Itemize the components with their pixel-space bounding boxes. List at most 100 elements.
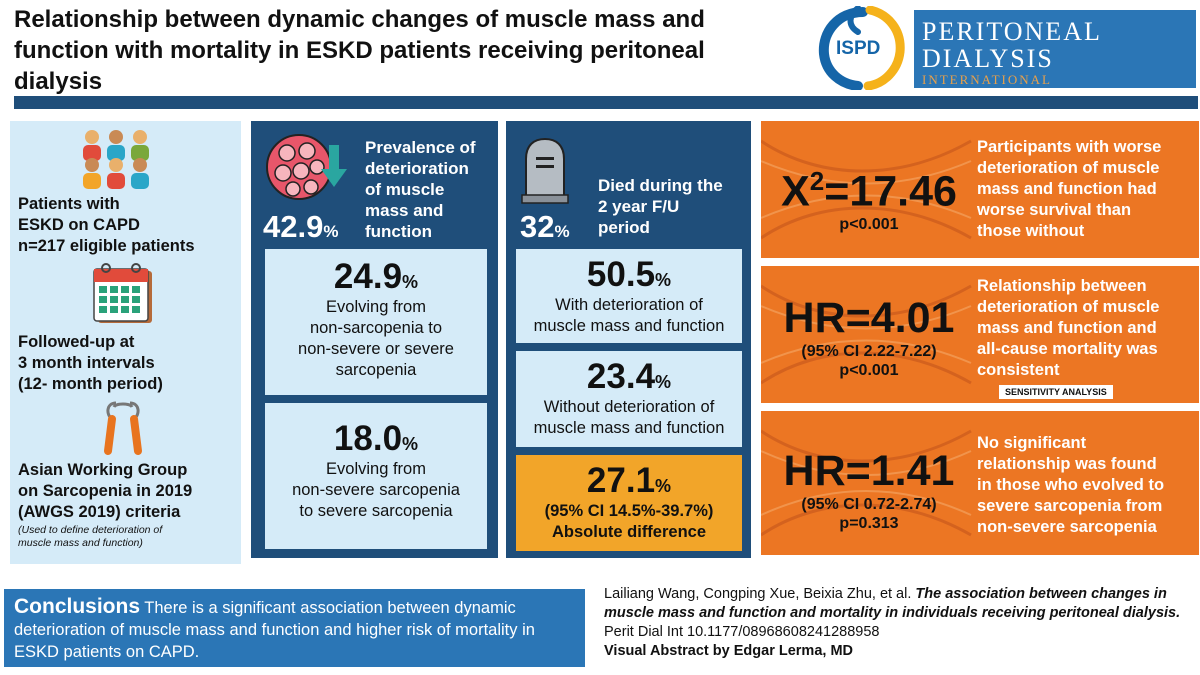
journal-line-1: PERITONEAL	[922, 17, 1102, 46]
muscle-decline-icon	[263, 131, 353, 208]
page-title: Relationship between dynamic changes of …	[14, 6, 705, 95]
followup-line-1: Followed-up at	[18, 333, 135, 351]
result-text-line: Relationship between	[977, 277, 1147, 295]
result-text-line: non-severe sarcopenia	[977, 518, 1157, 536]
stat-value: =17.46	[824, 167, 957, 216]
gravestone-icon	[520, 135, 570, 210]
methods-panel: Patients with ESKD on CAPD n=217 eligibl…	[10, 121, 241, 564]
result-text-line: worse survival than	[977, 201, 1132, 219]
followup-line-3: (12- month period)	[18, 375, 163, 393]
result-text-line: Participants with worse	[977, 138, 1162, 156]
prevalence-unit: %	[323, 222, 339, 241]
result-text-line: relationship was found	[977, 455, 1157, 473]
result-text-line: No significant	[977, 434, 1087, 452]
result-text-line: in those who evolved to	[977, 476, 1165, 494]
result-text-line: deterioration of muscle	[977, 298, 1160, 316]
journal-logo: ISPD PERITONEAL DIALYSIS INTERNATIONAL	[818, 5, 1196, 91]
prevalence-value: 42.9	[263, 209, 324, 244]
header-divider	[14, 96, 1198, 109]
stat-text-line: non-severe or severe	[298, 340, 454, 358]
stat-value: HR=4.01	[783, 294, 955, 342]
result-card-hr-nonsevere: HR=1.41 (95% CI 0.72-2.74) p=0.313 No si…	[761, 411, 1199, 555]
stat-text-line: muscle mass and function	[533, 317, 725, 335]
criteria-line-1: Asian Working Group	[18, 461, 188, 479]
stat-text-line: muscle mass and function	[533, 419, 725, 437]
prevalence-percent: 42.9%	[263, 209, 338, 245]
stat-value: 23.4	[586, 357, 656, 396]
result-text-line: mass and function and	[977, 319, 1157, 337]
result-text-line: deterioration of muscle	[977, 159, 1160, 177]
confidence-interval: (95% CI 0.72-2.74)	[801, 496, 937, 513]
ispd-logo-text: ISPD	[836, 38, 881, 59]
stat-text-line: Without deterioration of	[543, 398, 715, 416]
people-group-icon	[78, 127, 154, 196]
stat-text-line: non-sarcopenia to	[309, 319, 443, 337]
p-value: p<0.001	[839, 216, 899, 234]
prevalence-label-1: Prevalence of	[365, 138, 476, 157]
result-text-line: mass and function had	[977, 180, 1157, 198]
mortality-value: 32	[520, 209, 555, 244]
result-card-chi-square: X2=17.46 p<0.001 Participants with worse…	[761, 121, 1199, 258]
prevalence-panel: Prevalence of deterioration of muscle ma…	[251, 121, 498, 558]
mortality-percent: 32%	[520, 209, 570, 245]
criteria-line-3: (AWGS 2019) criteria	[18, 503, 181, 521]
hand-grip-icon	[100, 399, 146, 462]
stat-value: 18.0	[333, 419, 403, 458]
stat-text-line: Evolving from	[326, 298, 426, 316]
citation-authors: Lailiang Wang, Congping Xue, Beixia Zhu,…	[604, 586, 916, 602]
calendar-icon	[90, 263, 156, 330]
criteria-note-line-2: muscle mass and function)	[18, 537, 143, 549]
p-value: p=0.313	[839, 515, 899, 532]
conclusions-label: Conclusions	[14, 595, 141, 618]
stat-unit: %	[402, 272, 419, 292]
result-text-line: all-cause mortality was	[977, 340, 1158, 358]
muscle-fiber-background-icon	[761, 139, 972, 240]
conclusions-box: Conclusions There is a significant assoc…	[4, 589, 585, 667]
stat-card-nonsarc-to-sarc: 24.9% Evolving from non-sarcopenia to no…	[265, 249, 487, 395]
journal-name: PERITONEAL DIALYSIS INTERNATIONAL	[914, 10, 1196, 88]
criteria-line-2: on Sarcopenia in 2019	[18, 482, 193, 500]
stat-text-line: sarcopenia	[335, 361, 417, 379]
patients-line-1: Patients with	[18, 195, 120, 213]
ispd-logo-icon	[818, 5, 908, 91]
stat-text-line: Absolute difference	[551, 523, 707, 541]
followup-line-2: 3 month intervals	[18, 354, 155, 372]
result-text-line: consistent	[977, 361, 1060, 379]
citation-journal: Perit Dial Int 10.1177/08968608241288958	[604, 624, 880, 640]
confidence-interval: (95% CI 2.22-7.22)	[801, 343, 937, 360]
stat-unit: %	[655, 476, 672, 496]
stat-card-without-deterioration: 23.4% Without deterioration of muscle ma…	[516, 351, 742, 447]
stat-value: HR=1.41	[783, 447, 955, 495]
patients-line-2: ESKD on CAPD	[18, 216, 140, 234]
muscle-fiber-background-icon	[761, 284, 972, 385]
stat-card-nonsevere-to-severe: 18.0% Evolving from non-severe sarcopeni…	[265, 403, 487, 549]
journal-line-3: INTERNATIONAL	[922, 72, 1052, 87]
prevalence-label-4: mass and	[365, 201, 444, 220]
stat-ci: (95% CI 14.5%-39.7%)	[544, 502, 714, 520]
result-text-line: those without	[977, 222, 1085, 240]
stat-value: 24.9	[333, 257, 403, 296]
conclusions-text: There is a significant association betwe…	[14, 599, 535, 661]
prevalence-label-3: of muscle	[365, 180, 445, 199]
stat-unit: %	[655, 372, 672, 392]
muscle-fiber-background-icon	[761, 429, 972, 537]
stat-card-absolute-difference: 27.1% (95% CI 14.5%-39.7%) Absolute diff…	[516, 455, 742, 551]
stat-value: 27.1	[586, 461, 656, 500]
stat-unit: %	[402, 434, 419, 454]
stat-superscript: 2	[809, 166, 825, 196]
visual-abstract-credit: Visual Abstract by Edgar Lerma, MD	[604, 643, 853, 659]
p-value: p<0.001	[839, 362, 899, 379]
stat-text-line: With deterioration of	[555, 296, 703, 314]
journal-line-2: DIALYSIS	[922, 44, 1054, 73]
mortality-unit: %	[554, 222, 570, 241]
stat-value: 50.5	[586, 255, 656, 294]
stat-unit: %	[655, 270, 672, 290]
result-text-line: severe sarcopenia from	[977, 497, 1163, 515]
stat-text-line: Evolving from	[326, 460, 426, 478]
stat-prefix: X	[781, 167, 810, 216]
mortality-label-3: period	[598, 218, 650, 237]
prevalence-label-5: function	[365, 222, 433, 241]
stat-text-line: to severe sarcopenia	[299, 502, 453, 520]
mortality-panel: Died during the 2 year F/U period 32% 50…	[506, 121, 751, 558]
mortality-label-2: 2 year F/U	[598, 197, 680, 216]
